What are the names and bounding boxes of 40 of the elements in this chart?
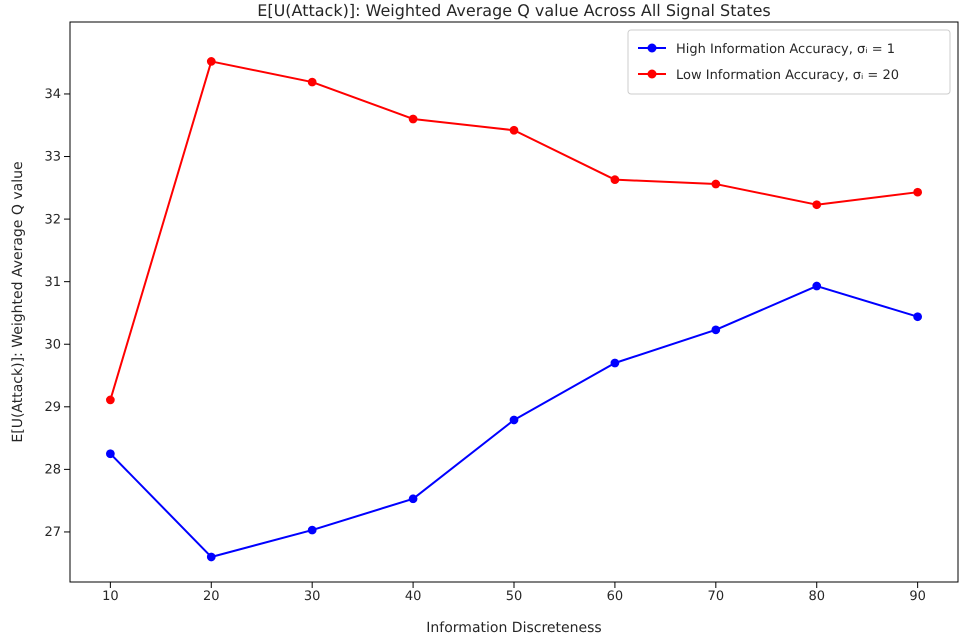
x-tick-label: 80: [808, 589, 825, 604]
point: [408, 114, 418, 124]
y-tick-label: 31: [44, 274, 61, 290]
point: [610, 358, 620, 368]
legend-label: High Information Accuracy, σᵢ = 1: [676, 42, 896, 57]
x-tick-label: 10: [102, 589, 119, 604]
point: [510, 416, 518, 424]
point: [206, 552, 216, 562]
x-tick-label: 50: [506, 589, 522, 604]
x-tick-label: 40: [404, 589, 422, 604]
point: [913, 188, 922, 197]
y-tick-label: 30: [44, 337, 61, 352]
y-tick-label: 27: [44, 525, 61, 540]
x-tick-label: 60: [606, 589, 624, 604]
x-tick-label: 20: [203, 589, 220, 604]
x-tick-label: 70: [708, 589, 724, 604]
point: [106, 396, 115, 404]
legend-label: Low Information Accuracy, σᵢ = 20: [676, 68, 899, 83]
x-tick-label: 30: [304, 589, 320, 604]
y-axis-title: E[U(Attack)]: Weighted Average Q value: [10, 161, 26, 443]
point: [510, 126, 518, 135]
point: [812, 200, 822, 210]
point: [812, 282, 822, 290]
x-tick-label: 90: [909, 589, 926, 604]
y-tick-label: 28: [44, 462, 61, 478]
point: [913, 312, 922, 322]
point: [308, 78, 317, 86]
point: [206, 57, 216, 66]
y-tick-label: 34: [44, 87, 61, 102]
y-tick-label: 32: [44, 212, 61, 228]
point: [711, 180, 720, 188]
point: [106, 449, 115, 458]
y-tick-label: 29: [44, 400, 61, 415]
point: [610, 175, 620, 184]
point: [408, 494, 418, 504]
point: [711, 325, 720, 334]
chart-title: E[U(Attack)]: Weighted Average Q value Across All Signal States: [257, 1, 771, 20]
point: [308, 526, 317, 534]
x-axis-title: Information Discreteness: [426, 620, 602, 636]
y-tick-label: 33: [44, 150, 61, 165]
